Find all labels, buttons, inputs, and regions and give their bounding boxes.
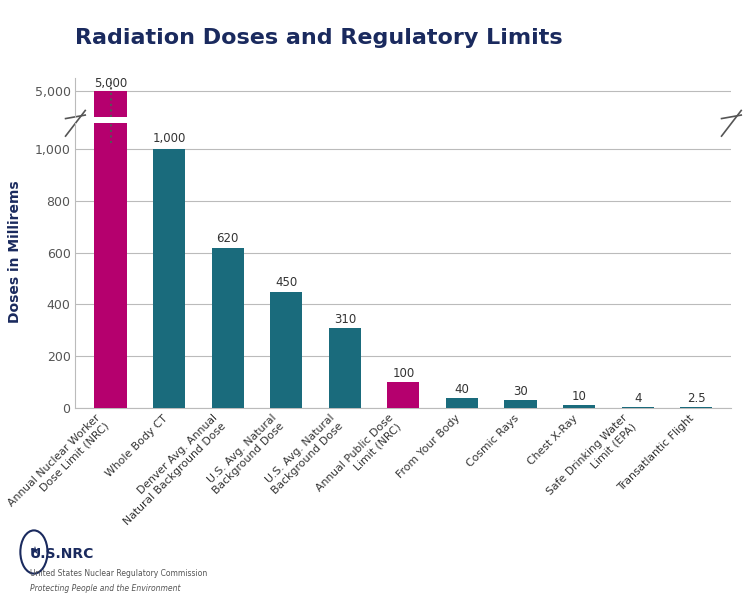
Text: ★: ★	[29, 547, 39, 557]
Bar	[212, 248, 244, 408]
Text: 620: 620	[216, 232, 239, 245]
Text: Radiation Doses and Regulatory Limits: Radiation Doses and Regulatory Limits	[75, 28, 563, 48]
Text: 1,000: 1,000	[152, 132, 185, 145]
Bar	[446, 398, 478, 408]
Bar	[329, 328, 361, 408]
Text: 10: 10	[572, 391, 587, 403]
Bar	[270, 292, 302, 408]
Text: 100: 100	[392, 367, 415, 380]
Text: 30: 30	[513, 385, 528, 398]
Bar	[153, 149, 185, 408]
Bar	[94, 91, 127, 600]
Bar	[680, 407, 713, 408]
Text: 5,000: 5,000	[94, 77, 127, 89]
Text: 4: 4	[634, 392, 642, 405]
Bar	[563, 406, 595, 408]
Text: U.S.NRC: U.S.NRC	[30, 547, 94, 561]
Text: Protecting People and the Environment: Protecting People and the Environment	[30, 584, 181, 593]
Bar	[621, 407, 654, 408]
Text: Doses in Millirems: Doses in Millirems	[8, 181, 22, 323]
Text: United States Nuclear Regulatory Commission: United States Nuclear Regulatory Commiss…	[30, 569, 207, 578]
Text: 2.5: 2.5	[687, 392, 706, 405]
Bar	[94, 0, 127, 408]
Bar	[504, 400, 537, 408]
Text: 450: 450	[275, 277, 297, 289]
Bar	[388, 382, 419, 408]
Text: 310: 310	[334, 313, 356, 326]
Text: 40: 40	[455, 383, 470, 395]
